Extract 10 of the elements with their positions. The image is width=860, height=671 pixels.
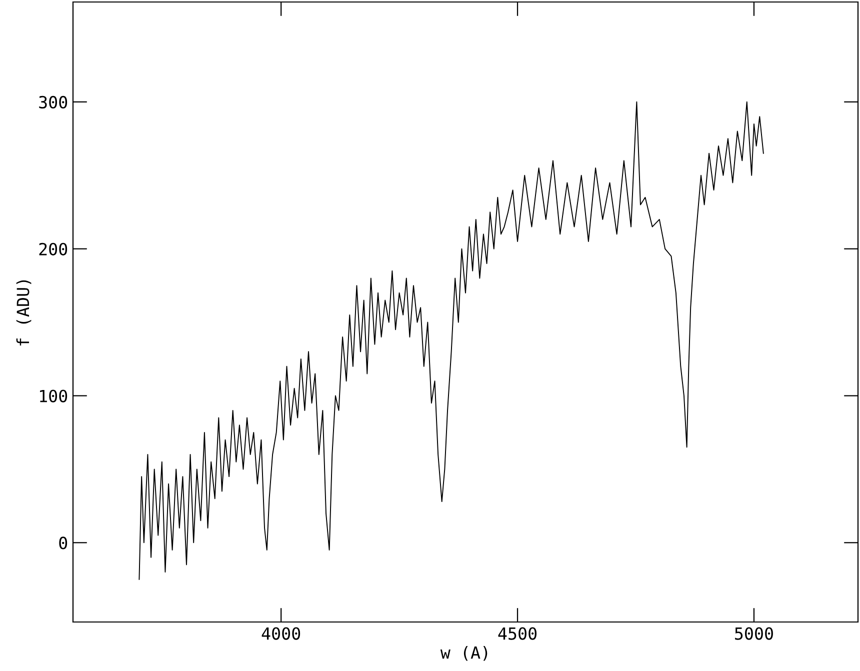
x-tick-label: 4500 (498, 627, 537, 640)
y-tick-label: 0 (59, 536, 68, 550)
x-axis-title: w (A) (440, 646, 488, 661)
y-axis-title: f (ADU) (16, 280, 32, 346)
y-tick-label: 100 (40, 390, 68, 402)
y-tick-label: 200 (39, 242, 68, 256)
x-tick-label: 5000 (735, 627, 773, 640)
line-series (138, 101, 764, 580)
x-tick-label: 4000 (262, 627, 300, 640)
y-tick-label: 300 (39, 96, 68, 109)
